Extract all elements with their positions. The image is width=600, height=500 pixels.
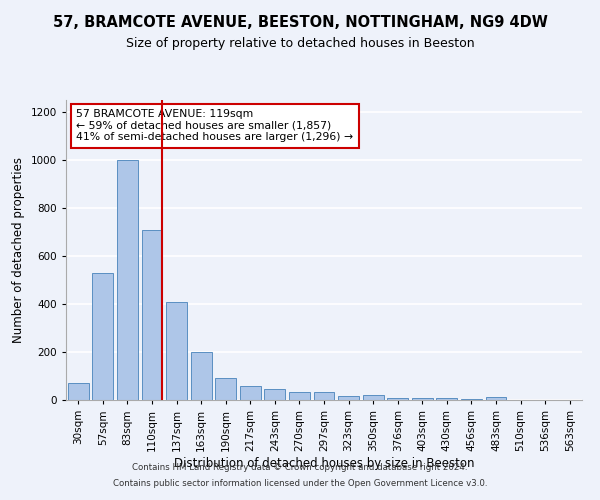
Bar xyxy=(412,398,433,400)
Bar xyxy=(485,397,506,400)
Bar xyxy=(166,302,187,400)
Bar xyxy=(240,386,261,400)
Bar xyxy=(215,378,236,400)
X-axis label: Distribution of detached houses by size in Beeston: Distribution of detached houses by size … xyxy=(174,456,474,469)
Text: 57 BRAMCOTE AVENUE: 119sqm
← 59% of detached houses are smaller (1,857)
41% of s: 57 BRAMCOTE AVENUE: 119sqm ← 59% of deta… xyxy=(76,109,353,142)
Y-axis label: Number of detached properties: Number of detached properties xyxy=(12,157,25,343)
Text: Contains public sector information licensed under the Open Government Licence v3: Contains public sector information licen… xyxy=(113,478,487,488)
Text: 57, BRAMCOTE AVENUE, BEESTON, NOTTINGHAM, NG9 4DW: 57, BRAMCOTE AVENUE, BEESTON, NOTTINGHAM… xyxy=(53,15,547,30)
Bar xyxy=(265,389,286,400)
Bar xyxy=(314,392,334,400)
Bar xyxy=(387,398,408,400)
Bar xyxy=(92,273,113,400)
Bar xyxy=(289,392,310,400)
Text: Size of property relative to detached houses in Beeston: Size of property relative to detached ho… xyxy=(125,38,475,51)
Bar xyxy=(68,383,89,400)
Bar xyxy=(142,230,163,400)
Bar xyxy=(191,352,212,400)
Bar xyxy=(117,160,138,400)
Bar xyxy=(461,399,482,400)
Bar xyxy=(362,395,383,400)
Bar xyxy=(338,396,359,400)
Bar xyxy=(436,398,457,400)
Text: Contains HM Land Registry data © Crown copyright and database right 2024.: Contains HM Land Registry data © Crown c… xyxy=(132,464,468,472)
